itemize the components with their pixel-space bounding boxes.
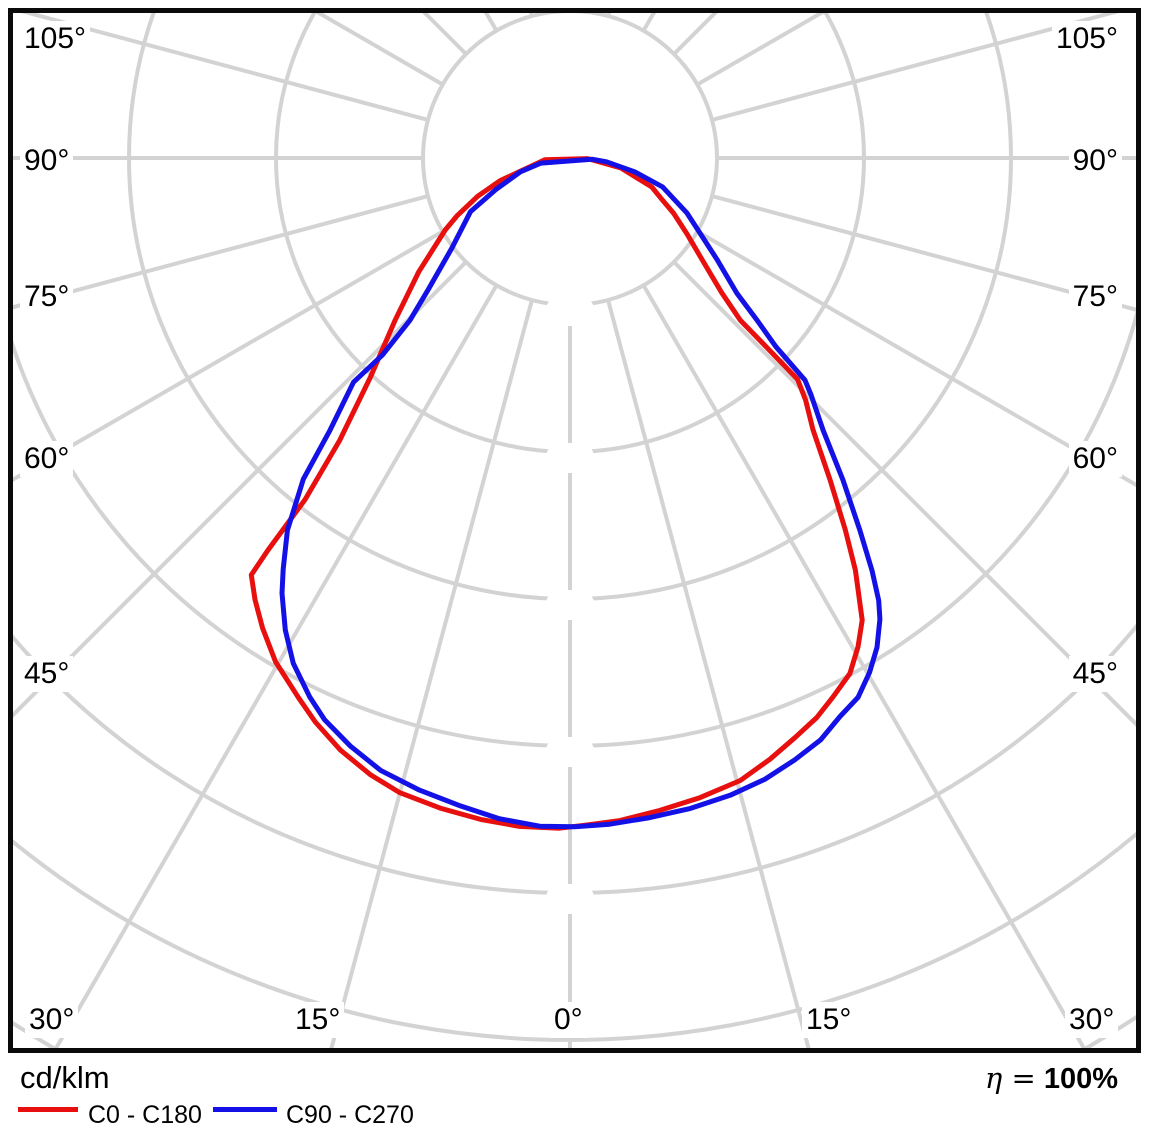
angle-label-left-60: 60° [20, 441, 74, 477]
legend-label-c0-c180: C0 - C180 [88, 1101, 202, 1129]
unit-label: cd/klm [20, 1060, 110, 1095]
eta-symbol: η = [984, 1061, 1036, 1095]
angle-label-right-105: 105° [1051, 21, 1122, 57]
angle-label-right-90: 90° [1068, 143, 1122, 179]
angle-label-left-105: 105° [20, 21, 91, 57]
eta-value: 100% [1043, 1063, 1118, 1095]
angle-label-right-45: 45° [1068, 656, 1122, 692]
angle-label-bottom-0: 0° [550, 1002, 587, 1038]
angle-label-bottom-15-left: 15° [291, 1002, 345, 1038]
efficiency-label: η = 100% [985, 1061, 1118, 1096]
angle-label-bottom-30-right: 30° [1065, 1002, 1119, 1038]
angle-label-left-45: 45° [20, 656, 74, 692]
angle-label-bottom-30-left: 30° [25, 1002, 79, 1038]
angle-label-bottom-15-right: 15° [802, 1002, 856, 1038]
angle-label-right-60: 60° [1068, 441, 1122, 477]
legend-line-c90-c270 [213, 1107, 277, 1112]
legend-line-c0-c180 [18, 1107, 78, 1112]
legend-label-c90-c270: C90 - C270 [286, 1101, 414, 1129]
angle-label-left-90: 90° [20, 143, 74, 179]
angle-label-left-75: 75° [20, 279, 74, 315]
angle-label-right-75: 75° [1068, 279, 1122, 315]
